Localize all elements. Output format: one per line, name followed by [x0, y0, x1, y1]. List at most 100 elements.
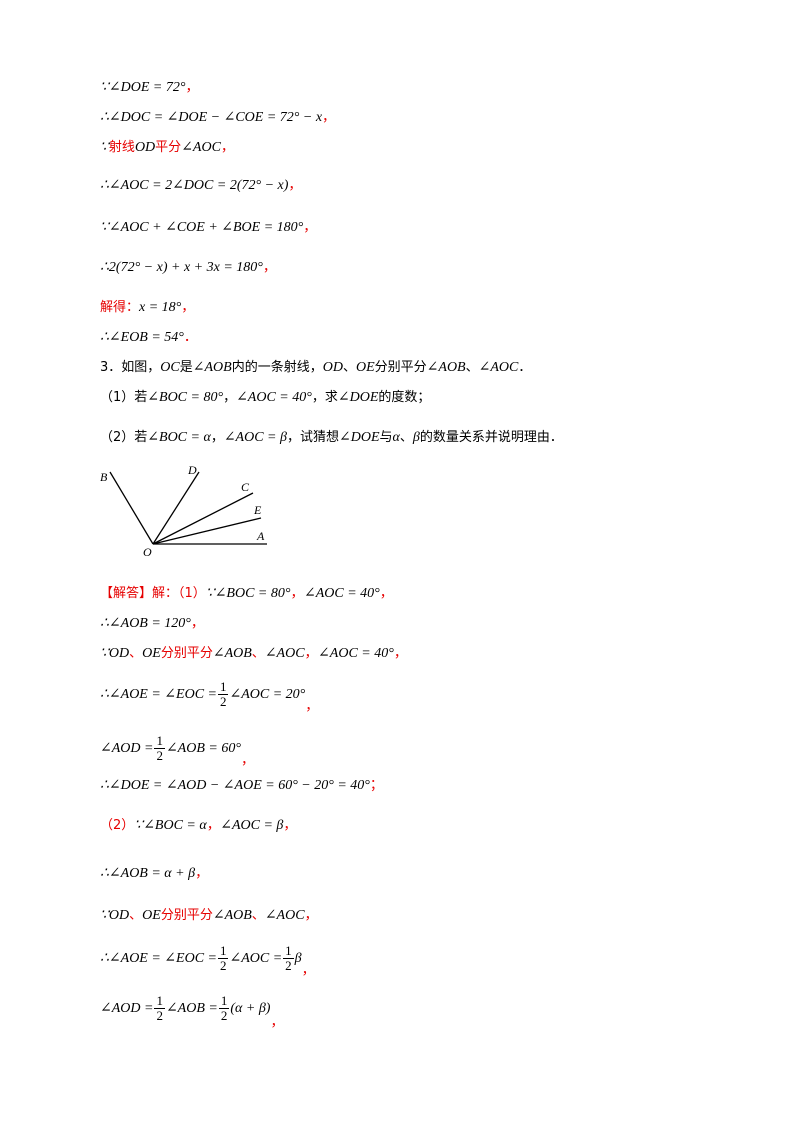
numerator: 1: [218, 993, 230, 1009]
prev-line-4: ∴∠AOC = 2∠DOC = 2(72° − x)，: [100, 176, 302, 195]
math: ∴∠AOB = α + β: [100, 866, 196, 881]
punct: ；: [369, 777, 384, 793]
math: ∴∠AOE = ∠EOC =: [100, 687, 217, 702]
text: 的数量关系并说明理由．: [419, 430, 563, 445]
solution-line-6: ∴∠DOE = ∠AOD − ∠AOE = 60° − 20° = 40°；: [100, 776, 383, 795]
math: ∠AOD =: [100, 741, 154, 756]
punct: ，: [288, 177, 302, 193]
problem-number: 3．如图，: [100, 360, 161, 375]
solution-line-9: ∵OD、OE分别平分∠AOB、∠AOC，: [100, 906, 318, 925]
math: x = 18°: [139, 300, 182, 315]
punct: ，: [206, 817, 221, 833]
numerator: 1: [154, 993, 165, 1009]
math: ∴∠DOC = ∠DOE − ∠COE = 72° − x: [100, 110, 323, 125]
math: OE: [142, 908, 161, 923]
math: ∠AOB =: [165, 1001, 218, 1016]
math: ∠DOE: [337, 390, 379, 405]
text: 射线: [108, 140, 135, 155]
math: OE: [355, 360, 375, 375]
math: ∠AOB: [212, 646, 252, 661]
text: ，: [223, 390, 237, 405]
denominator: 2: [285, 958, 292, 973]
math: ∴∠AOC = 2∠DOC = 2(72° − x): [100, 178, 289, 193]
math: ∠AOC = 40°: [303, 586, 380, 601]
solution-line-5: ∠AOD = 1 2 ∠AOB = 60°，: [100, 734, 254, 769]
label: 解得：: [100, 300, 140, 315]
math: β: [412, 430, 420, 445]
punct: ，: [393, 645, 408, 661]
ray-oc: [152, 492, 254, 545]
math: ∴2(72° − x) + x + 3x = 180°: [100, 260, 263, 275]
denominator: 2: [156, 1008, 163, 1023]
math: ∵OD: [100, 908, 130, 923]
text: ，求: [311, 390, 338, 405]
text: 、: [251, 908, 265, 923]
solution-header: 【解答】解：（1）: [100, 586, 206, 601]
denominator: 2: [219, 958, 227, 973]
ray-od: [152, 471, 200, 545]
math: ∠AOC: [478, 360, 519, 375]
denominator: 2: [220, 1008, 228, 1023]
problem-statement: 3．如图，OC是∠AOB内的一条射线，OD、OE分别平分∠AOB、∠AOC．: [100, 358, 531, 377]
math: OC: [160, 360, 180, 375]
label-d: D: [187, 463, 197, 477]
text: 、: [129, 646, 143, 661]
math: ∵OD: [100, 646, 130, 661]
punct: ，: [262, 259, 277, 275]
text: ．: [518, 360, 532, 375]
label-b: B: [100, 470, 108, 484]
math: ∠AOD =: [100, 1001, 154, 1016]
math: ∠AOC = β: [223, 430, 287, 445]
math: ∠AOC =: [229, 951, 283, 966]
math: OE: [142, 646, 161, 661]
solution-line-8: ∴∠AOB = α + β，: [100, 864, 209, 883]
math: β: [294, 951, 302, 966]
text: 与: [379, 430, 393, 445]
text: （2）若: [100, 430, 148, 445]
math: ∵∠DOE = 72°: [100, 80, 186, 95]
text: 、: [399, 430, 413, 445]
question-2: （2）若∠BOC = α，∠AOC = β，试猜想∠DOE与α、β的数量关系并说…: [100, 428, 563, 447]
prev-line-2: ∴∠DOC = ∠DOE − ∠COE = 72° − x，: [100, 108, 336, 127]
label-c: C: [241, 480, 250, 494]
solution-line-2: ∴∠AOB = 120°，: [100, 614, 204, 633]
solution-line-7: （2）∵∠BOC = α，∠AOC = β，: [100, 816, 297, 835]
text: 分别平分: [160, 908, 213, 923]
label-o: O: [143, 545, 152, 559]
math: ∠BOC = 80°: [147, 390, 224, 405]
prev-line-3: ∵射线OD平分∠AOC，: [100, 138, 234, 157]
numerator: 1: [217, 679, 229, 695]
text: ，试猜想: [286, 430, 339, 445]
label-e: E: [253, 503, 262, 517]
denominator: 2: [219, 694, 227, 709]
math: ∴∠DOE = ∠AOD − ∠AOE = 60° − 20° = 40°: [100, 778, 370, 793]
question-1: （1）若∠BOC = 80°，∠AOC = 40°，求∠DOE的度数；: [100, 388, 430, 407]
math: ∠AOB: [212, 908, 252, 923]
solution-line-4: ∴∠AOE = ∠EOC = 1 2 ∠AOC = 20°，: [100, 680, 319, 715]
angle-diagram: B D C E A O: [100, 463, 267, 559]
punct: ，: [270, 1014, 284, 1030]
prev-line-1: ∵∠DOE = 72°，: [100, 78, 199, 97]
text: 平分: [155, 140, 182, 155]
math: ∴∠EOB = 54°: [100, 330, 184, 345]
math: (α + β): [230, 1001, 271, 1016]
prev-line-6: ∴2(72° − x) + x + 3x = 180°，: [100, 258, 276, 277]
punct: ，: [290, 585, 304, 601]
math: OD: [322, 360, 343, 375]
math: ∠AOC = β: [220, 818, 284, 833]
numerator: 1: [217, 943, 229, 959]
math: ∵∠BOC = α: [134, 818, 207, 833]
math: ∠DOE: [339, 430, 380, 445]
text: 、: [342, 360, 356, 375]
text: （1）若: [100, 390, 148, 405]
punct: ，: [304, 645, 319, 661]
math: ∵∠BOC = 80°: [205, 586, 291, 601]
text: 的度数；: [378, 390, 431, 405]
text: 、: [465, 360, 479, 375]
math: ∠AOC: [264, 646, 305, 661]
prev-line-7: 解得：x = 18°，: [100, 298, 195, 317]
solution-line-3: ∵OD、OE分别平分∠AOB、∠AOC，∠AOC = 40°，: [100, 644, 407, 663]
